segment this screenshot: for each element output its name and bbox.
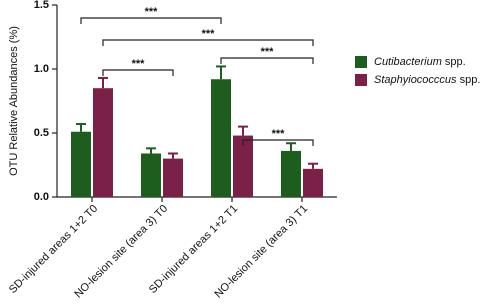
legend-swatch	[355, 74, 367, 86]
error-bar	[76, 123, 86, 132]
y-tick-label: 1.0	[34, 63, 49, 75]
bar	[233, 135, 253, 197]
error-bar	[98, 76, 108, 89]
error-bar	[286, 142, 296, 151]
error-bar	[238, 125, 248, 136]
y-tick-label: 0.5	[34, 127, 49, 139]
y-tick-label: 1.5	[34, 0, 49, 11]
y-axis-label: OTU Relative Abundances (%)	[8, 26, 20, 176]
bar	[303, 168, 323, 197]
significance-bracket	[80, 17, 222, 24]
error-bar	[168, 152, 178, 159]
legend-swatch	[355, 56, 367, 68]
significance-label: ***	[202, 28, 216, 40]
y-tick-label: 0.0	[34, 191, 49, 203]
legend-label: Cutibacterium spp.	[374, 56, 466, 68]
significance-bracket	[102, 39, 314, 46]
error-bar	[308, 162, 318, 169]
significance-bracket	[220, 57, 314, 64]
significance-label: ***	[132, 58, 146, 70]
bar	[93, 88, 113, 197]
significance-label: ***	[145, 6, 159, 18]
significance-bracket	[242, 139, 314, 146]
legend-label: Staphyiococccus spp.	[374, 74, 480, 86]
significance-label: ***	[261, 46, 275, 58]
bar	[71, 131, 91, 197]
error-bar	[146, 147, 156, 154]
error-bar	[216, 65, 226, 80]
bar	[163, 158, 183, 197]
bar	[211, 79, 231, 197]
bar	[141, 153, 161, 197]
significance-bracket	[102, 69, 174, 76]
bar	[281, 150, 301, 197]
significance-label: ***	[272, 128, 286, 140]
